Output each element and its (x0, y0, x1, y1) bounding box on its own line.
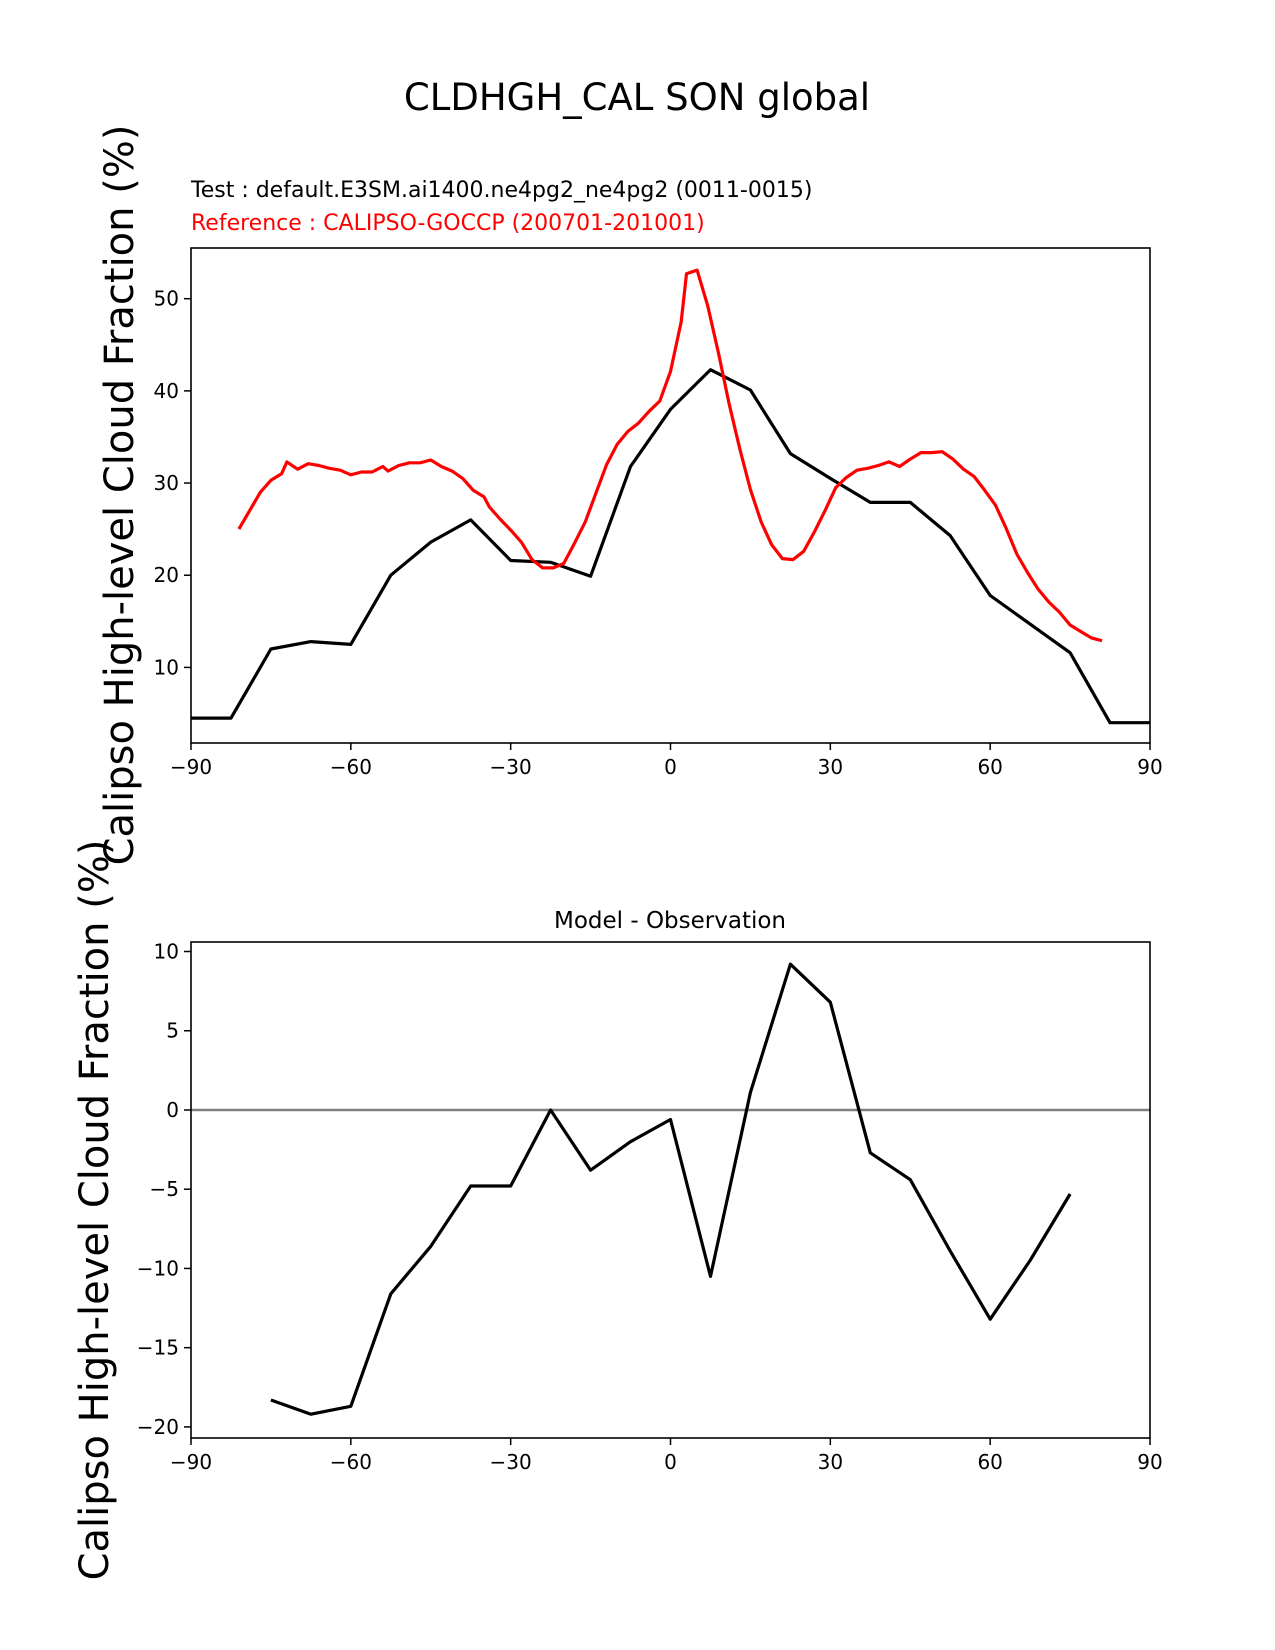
top-x-tick-label: 0 (664, 755, 677, 779)
bottom-x-tick-label: 60 (977, 1450, 1002, 1474)
reference-label: Reference : CALIPSO-GOCCP (200701-201001… (191, 211, 705, 236)
bottom-y-tick-label: 0 (166, 1098, 179, 1122)
top-series-test (191, 368, 1150, 725)
bottom-y-axis-label: Calipso High-level Cloud Fraction (%) (72, 840, 118, 1581)
bottom-series-group (191, 962, 1150, 1416)
top-y-tick-label: 10 (154, 655, 179, 679)
top-x-tick-label: −30 (490, 755, 532, 779)
top-series-reference (237, 268, 1103, 643)
bottom-x-tick-label: 30 (818, 1450, 843, 1474)
figure-title: CLDHGH_CAL SON global (404, 76, 870, 119)
bottom-plot: Model - Observation Calipso High-level C… (72, 840, 1163, 1581)
top-y-tick-label: 50 (154, 287, 179, 311)
top-x-tick-label: 90 (1137, 755, 1162, 779)
bottom-y-tick-label: −10 (137, 1256, 179, 1280)
top-series-group (191, 268, 1150, 725)
top-ticks-group: −90 −60 −30 0 30 60 90 10 20 30 40 50 (154, 287, 1163, 779)
top-y-tick-label: 20 (154, 563, 179, 587)
bottom-y-tick-label: −20 (137, 1415, 179, 1439)
bottom-y-tick-label: −5 (150, 1177, 179, 1201)
top-axes-frame (190, 247, 1151, 744)
bottom-y-tick-label: 5 (166, 1019, 179, 1043)
top-plot: Test : default.E3SM.ai1400.ne4pg2_ne4pg2… (97, 125, 1163, 866)
bottom-series-model-observation (270, 962, 1072, 1416)
bottom-y-tick-label: −15 (137, 1336, 179, 1360)
top-x-tick-label: −90 (170, 755, 212, 779)
bottom-axes-frame (190, 941, 1151, 1439)
top-y-tick-label: 40 (154, 379, 179, 403)
top-x-tick-label: 30 (818, 755, 843, 779)
test-label: Test : default.E3SM.ai1400.ne4pg2_ne4pg2… (190, 178, 812, 203)
top-x-tick-label: 60 (977, 755, 1002, 779)
top-y-axis-label: Calipso High-level Cloud Fraction (%) (97, 125, 143, 866)
bottom-x-tick-label: 90 (1137, 1450, 1162, 1474)
bottom-y-tick-label: 10 (154, 940, 179, 964)
top-y-tick-label: 30 (154, 471, 179, 495)
bottom-ticks-group: −90 −60 −30 0 30 60 90 −20 −15 −10 −5 0 5 10 (137, 940, 1163, 1474)
top-x-tick-label: −60 (330, 755, 372, 779)
bottom-x-tick-label: −30 (490, 1450, 532, 1474)
bottom-x-tick-label: −90 (170, 1450, 212, 1474)
bottom-x-tick-label: 0 (664, 1450, 677, 1474)
bottom-chart-title: Model - Observation (554, 908, 786, 934)
bottom-x-tick-label: −60 (330, 1450, 372, 1474)
